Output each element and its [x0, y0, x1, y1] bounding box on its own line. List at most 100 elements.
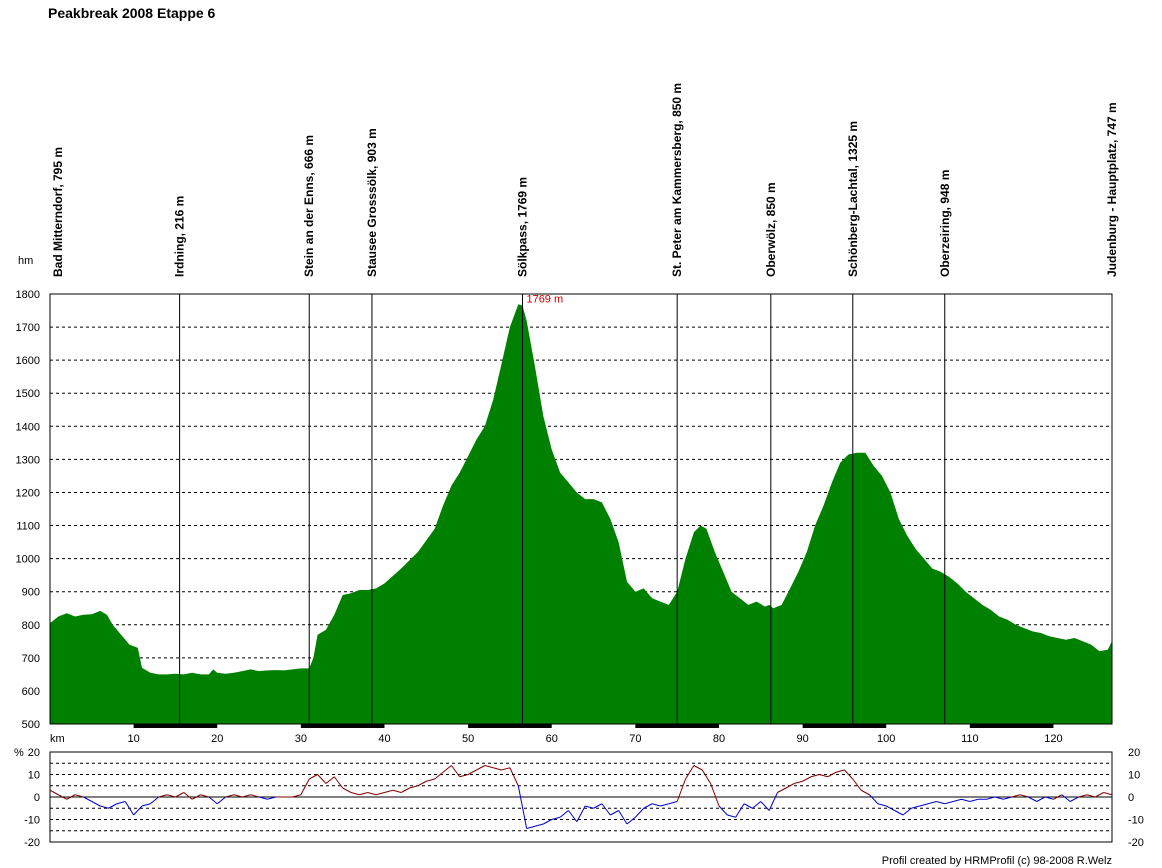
- waypoint-label: Oberzeiring, 948 m: [938, 170, 952, 277]
- gradient-segment: [1011, 794, 1021, 798]
- gradient-segment: [936, 801, 945, 805]
- gradient-segment: [308, 774, 318, 780]
- gradient-segment: [961, 798, 970, 802]
- x-tick-label: 30: [295, 733, 307, 745]
- gradient-segment: [559, 810, 569, 818]
- gradient-segment: [250, 794, 260, 798]
- gradient-segment: [66, 794, 76, 800]
- gradient-segment: [676, 778, 686, 802]
- gradient-segment: [409, 785, 419, 789]
- gradient-segment: [1095, 792, 1104, 798]
- x-tick-label: 70: [629, 733, 641, 745]
- x-tick-label: 40: [378, 733, 390, 745]
- gradient-segment: [752, 801, 762, 809]
- gradient-segment: [300, 778, 310, 795]
- y-tick-label: 1200: [16, 487, 40, 499]
- gradient-segment: [701, 769, 712, 784]
- gradient-y-label: %: [14, 747, 24, 759]
- gradient-tick-left: -10: [24, 815, 40, 827]
- gradient-segment: [1103, 792, 1113, 796]
- gradient-segment: [1061, 794, 1071, 802]
- waypoint-label: Irdning, 216 m: [173, 196, 187, 277]
- gradient-segment: [267, 796, 276, 800]
- gradient-segment: [325, 776, 335, 784]
- gradient-segment: [124, 801, 135, 816]
- y-tick-label: 700: [22, 653, 40, 665]
- gradient-segment: [927, 801, 937, 805]
- km-bar-segment: [300, 724, 385, 728]
- gradient-segment: [894, 810, 904, 816]
- x-tick-label: 10: [127, 733, 139, 745]
- gradient-segment: [810, 774, 820, 778]
- gradient-segment: [618, 810, 628, 825]
- gradient-segment: [74, 794, 84, 798]
- gradient-segment: [208, 796, 218, 805]
- gradient-segment: [986, 796, 996, 800]
- gradient-segment: [450, 765, 461, 778]
- gradient-segment: [610, 810, 619, 816]
- waypoint-label: Schönberg-Lachtal, 1325 m: [846, 121, 860, 277]
- waypoint-label: St. Peter am Kammersberg, 850 m: [670, 83, 684, 277]
- km-bar-segment: [133, 724, 218, 728]
- gradient-segment: [626, 816, 636, 825]
- gradient-segment: [258, 796, 268, 800]
- gradient-segment: [593, 803, 603, 809]
- gradient-tick-right: -20: [1128, 837, 1144, 849]
- y-tick-label: 1500: [16, 388, 40, 400]
- waypoint-labels: Bad Mitterndorf, 795 m Irdning, 216 m Stei…: [51, 83, 1119, 277]
- y-tick-label: 1400: [16, 421, 40, 433]
- gradient-segment: [141, 803, 151, 807]
- waypoint-label: Sölkpass, 1769 m: [515, 177, 529, 277]
- gradient-segment: [1028, 796, 1037, 802]
- gradient-segment: [426, 778, 435, 782]
- gradient-segment: [333, 776, 344, 789]
- gradient-segment: [835, 769, 845, 773]
- gradient-segment: [827, 771, 837, 778]
- gradient-tick-left: 20: [28, 747, 40, 759]
- km-bar-segment: [969, 724, 1054, 728]
- gradient-segment: [517, 785, 528, 829]
- x-tick-label: 110: [961, 733, 979, 745]
- gradient-segment: [685, 765, 695, 780]
- y-tick-label: 800: [22, 620, 40, 632]
- y-tick-label: 1300: [16, 454, 40, 466]
- waypoint-label: Stausee Grosssölk, 903 m: [365, 128, 379, 277]
- y-tick-label: 1700: [16, 322, 40, 334]
- gradient-frame: [49, 751, 1113, 843]
- gradient-segment: [1003, 796, 1012, 800]
- gradient-segment: [417, 780, 427, 787]
- gradient-segment: [83, 796, 93, 802]
- y-tick-label: 1800: [16, 289, 40, 301]
- gradient-segment: [400, 787, 410, 793]
- y-tick-label: 1100: [16, 521, 40, 533]
- y-tick-label: 500: [22, 719, 40, 731]
- y-tick-label: 600: [22, 686, 40, 698]
- gradient-segment: [794, 780, 803, 784]
- gradient-segment: [367, 792, 377, 796]
- gradient-segment: [885, 805, 895, 811]
- x-tick-label: 60: [546, 733, 558, 745]
- gradient-segment: [852, 778, 862, 791]
- x-tick-label: 50: [462, 733, 474, 745]
- elevation-area: [50, 304, 1112, 724]
- km-bar-segment: [468, 724, 552, 728]
- gradient-segment: [660, 803, 669, 807]
- gradient-segment: [710, 783, 720, 807]
- peak-label: 1769 m: [526, 293, 563, 305]
- gradient-segment: [350, 792, 360, 796]
- gradient-segment: [902, 807, 912, 816]
- gradient-segment: [944, 801, 954, 805]
- gradient-segment: [200, 794, 210, 798]
- gradient-segment: [392, 789, 402, 793]
- gradient-segment: [342, 787, 352, 793]
- gradient-segment: [534, 823, 544, 827]
- gradient-segment: [133, 805, 143, 816]
- gradient-segment: [743, 803, 753, 809]
- gradient-segment: [634, 807, 645, 818]
- gradient-segment: [785, 783, 795, 789]
- km-axis: 10 20 30 40 50 60 70 80 90 100 110 120: [127, 724, 1063, 745]
- x-tick-label: 100: [877, 733, 895, 745]
- gradient-segment: [484, 765, 494, 769]
- gradient-segment: [568, 810, 578, 823]
- gradient-segment: [493, 767, 502, 771]
